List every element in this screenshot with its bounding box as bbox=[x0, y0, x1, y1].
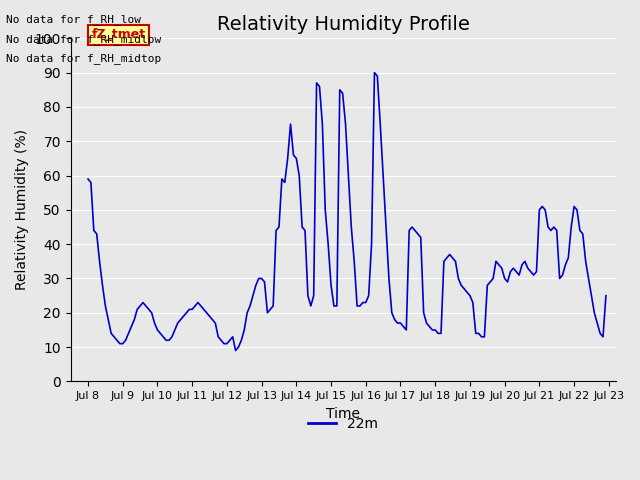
X-axis label: Time: Time bbox=[326, 407, 360, 420]
Text: No data for f_RH_midtop: No data for f_RH_midtop bbox=[6, 53, 162, 64]
Y-axis label: Relativity Humidity (%): Relativity Humidity (%) bbox=[15, 130, 29, 290]
Title: Relativity Humidity Profile: Relativity Humidity Profile bbox=[217, 15, 470, 34]
Text: No data for f_RH_midlow: No data for f_RH_midlow bbox=[6, 34, 162, 45]
Text: fZ_tmet: fZ_tmet bbox=[92, 28, 146, 41]
Text: No data for f_RH_low: No data for f_RH_low bbox=[6, 14, 141, 25]
Legend: 22m: 22m bbox=[303, 411, 384, 436]
